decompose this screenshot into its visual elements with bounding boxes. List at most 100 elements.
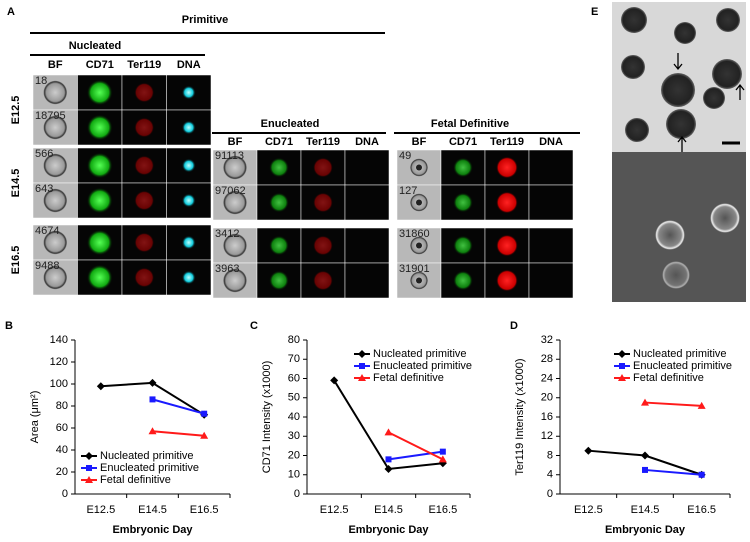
y-tick-label: 140	[50, 334, 68, 346]
legend-label: Fetal definitive	[633, 372, 704, 384]
cell	[313, 270, 333, 291]
cell	[134, 82, 155, 103]
cell	[86, 264, 113, 291]
panel-title: Primitive	[182, 14, 228, 26]
y-tick-label: 10	[288, 469, 300, 481]
cell-id: 31860	[399, 228, 430, 240]
cell	[181, 270, 196, 285]
marker	[384, 428, 393, 436]
legend-label: Nucleated primitive	[633, 348, 727, 360]
cell-image	[166, 109, 212, 146]
marker	[698, 471, 705, 478]
marker	[438, 455, 447, 463]
cell-image	[528, 227, 574, 264]
legend-marker	[619, 363, 625, 369]
x-tick-label: E14.5	[138, 504, 167, 516]
series-line	[644, 468, 702, 476]
y-tick-label: 20	[288, 449, 300, 461]
legend-label: Nucleated primitive	[100, 450, 194, 462]
cell-id: 566	[35, 148, 53, 160]
legend-label: Fetal definitive	[373, 372, 444, 384]
cell-id: 643	[35, 183, 53, 195]
series-line	[152, 398, 205, 415]
cell-image	[528, 184, 574, 221]
y-tick-label: 40	[56, 444, 68, 456]
cell	[269, 157, 289, 178]
marker	[384, 464, 393, 473]
cell-image	[344, 184, 390, 221]
y-tick-label: 0	[547, 488, 553, 500]
y-tick-label: 12	[541, 430, 553, 442]
cell-id: 127	[399, 185, 417, 197]
y-tick-label: 80	[56, 400, 68, 412]
cell	[269, 192, 289, 213]
cell-id: 91113	[215, 150, 244, 162]
cell	[223, 233, 247, 258]
marker	[149, 396, 156, 403]
y-tick-label: 50	[288, 392, 300, 404]
x-axis-title: Embryonic Day	[112, 524, 193, 536]
cell-image	[344, 262, 390, 299]
cell	[134, 155, 155, 176]
marker	[330, 376, 339, 385]
cell	[313, 235, 333, 256]
marker	[642, 466, 648, 473]
panel-label: D	[510, 320, 518, 332]
marker	[641, 451, 649, 460]
marker	[148, 378, 157, 387]
x-tick-label: E14.5	[631, 504, 660, 516]
cell-id: 3412	[215, 228, 239, 240]
series-line	[388, 450, 443, 461]
cell	[313, 157, 333, 178]
stage-label: E12.5	[10, 96, 22, 125]
legend-label: Fetal definitive	[100, 474, 171, 486]
y-tick-label: 8	[547, 449, 553, 461]
y-tick-label: 28	[541, 353, 553, 365]
cell	[181, 158, 196, 173]
y-axis-title: Ter119 Intensity (x1000)	[514, 358, 526, 475]
cell-id: 3963	[215, 263, 239, 275]
panel-label: E	[591, 6, 598, 18]
column-header: DNA	[177, 59, 201, 71]
y-tick-label: 24	[541, 372, 553, 384]
x-axis-title: Embryonic Day	[605, 524, 686, 536]
micrograph	[612, 2, 746, 302]
cell	[416, 164, 422, 171]
x-tick-label: E16.5	[687, 504, 716, 516]
y-tick-label: 20	[541, 392, 553, 404]
cell	[43, 265, 68, 290]
cell	[86, 187, 113, 214]
cell-image	[344, 227, 390, 264]
cell-id: 97062	[215, 185, 246, 197]
y-axis-title: Area (μm²)	[29, 391, 41, 444]
legend-marker	[358, 374, 366, 381]
column-header: BF	[228, 136, 243, 148]
cell	[134, 232, 155, 253]
panel-label: B	[5, 320, 13, 332]
cell	[313, 192, 333, 213]
cell	[223, 268, 247, 293]
column-header: BF	[48, 59, 63, 71]
y-tick-label: 80	[288, 334, 300, 346]
cell	[223, 155, 247, 180]
cell	[43, 115, 68, 140]
y-tick-label: 30	[288, 430, 300, 442]
marker	[584, 446, 593, 455]
column-header: DNA	[355, 136, 379, 148]
cell	[134, 117, 155, 138]
y-tick-label: 100	[50, 378, 68, 390]
legend-marker	[618, 374, 626, 381]
column-header: CD71	[265, 136, 293, 148]
cell-id: 4674	[35, 225, 59, 237]
cell	[134, 190, 155, 211]
stage-label: E16.5	[10, 246, 22, 275]
cell-id: 9488	[35, 260, 59, 272]
group-title: Nucleated	[69, 40, 122, 52]
cell	[496, 156, 518, 179]
x-tick-label: E12.5	[320, 504, 349, 516]
group-title: Enucleated	[261, 118, 320, 130]
series-line	[152, 430, 205, 437]
marker	[439, 448, 446, 455]
cell	[43, 188, 68, 213]
